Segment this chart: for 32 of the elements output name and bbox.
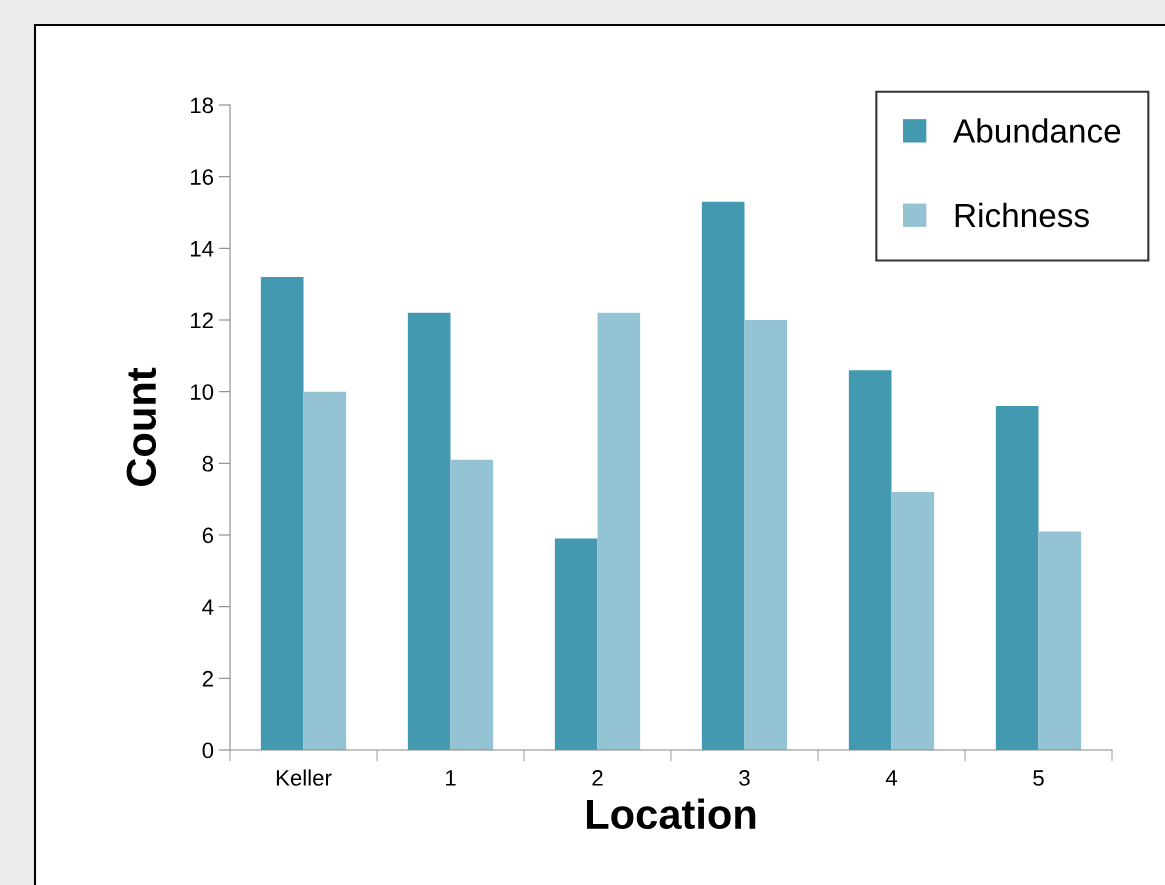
x-tick-label: 4 xyxy=(885,770,898,786)
y-tick-label: 14 xyxy=(191,241,214,257)
y-tick-label: 16 xyxy=(191,169,214,185)
x-tick-label: Keller xyxy=(276,769,332,786)
bar xyxy=(1038,531,1082,750)
x-axis-title: Location xyxy=(586,798,756,830)
x-tick-label: 1 xyxy=(446,770,456,786)
bar xyxy=(995,406,1039,750)
x-tick-label: 5 xyxy=(1033,770,1044,786)
x-tick-label: 2 xyxy=(592,770,603,786)
bar xyxy=(744,320,788,750)
bar xyxy=(848,370,892,750)
bar xyxy=(450,459,494,750)
bar xyxy=(891,492,935,750)
x-tick-label: 3 xyxy=(739,770,750,786)
bar xyxy=(597,312,641,750)
y-tick-label: 12 xyxy=(191,312,213,329)
legend-label: Abundance xyxy=(953,118,1121,143)
bar xyxy=(260,277,304,750)
y-tick-label: 8 xyxy=(202,455,214,472)
y-tick-label: 10 xyxy=(191,384,214,400)
legend-label: Richness xyxy=(955,202,1089,228)
y-tick-label: 2 xyxy=(202,670,213,687)
y-tick-label: 18 xyxy=(191,97,214,114)
bar xyxy=(407,312,451,750)
y-tick-label: 0 xyxy=(202,742,214,759)
bar xyxy=(701,201,745,750)
bar xyxy=(554,538,598,750)
y-tick-label: 6 xyxy=(202,527,214,544)
bar xyxy=(303,391,347,750)
y-tick-label: 4 xyxy=(202,599,214,615)
y-axis-title: Count xyxy=(126,367,157,486)
